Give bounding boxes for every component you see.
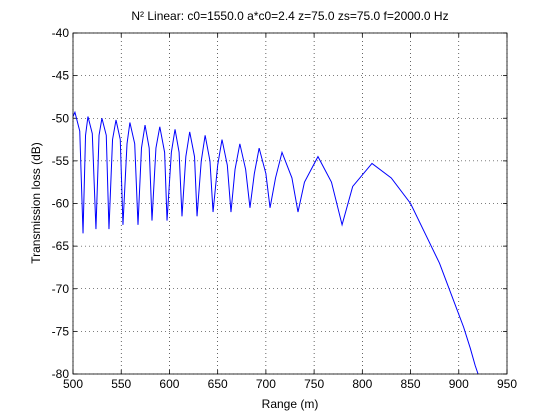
y-tick-label: -80	[52, 367, 70, 381]
y-tick-label: -75	[52, 324, 70, 338]
x-axis-label: Range (m)	[262, 397, 319, 411]
x-tick-label: 600	[159, 377, 179, 391]
y-tick-label: -55	[52, 154, 70, 168]
x-tick-label: 650	[208, 377, 228, 391]
y-tick-label: -65	[52, 239, 70, 253]
chart-title: N² Linear: c0=1550.0 a*c0=2.4 z=75.0 zs=…	[131, 9, 448, 23]
x-tick-label: 950	[497, 377, 517, 391]
x-tick-label: 800	[352, 377, 372, 391]
y-tick-label: -50	[52, 111, 70, 125]
x-tick-label: 750	[304, 377, 324, 391]
y-tick-label: -70	[52, 282, 70, 296]
y-tick-label: -60	[52, 197, 70, 211]
x-tick-label: 500	[63, 377, 83, 391]
data-line	[72, 110, 479, 375]
y-axis-label: Transmission loss (dB)	[29, 142, 43, 264]
x-tick-label: 850	[401, 377, 421, 391]
x-tick-label: 550	[111, 377, 131, 391]
x-tick-label: 700	[256, 377, 276, 391]
axes-box	[72, 32, 508, 375]
x-tick-label: 900	[449, 377, 469, 391]
y-tick-label: -45	[52, 69, 70, 83]
y-tick-label: -40	[52, 26, 70, 40]
